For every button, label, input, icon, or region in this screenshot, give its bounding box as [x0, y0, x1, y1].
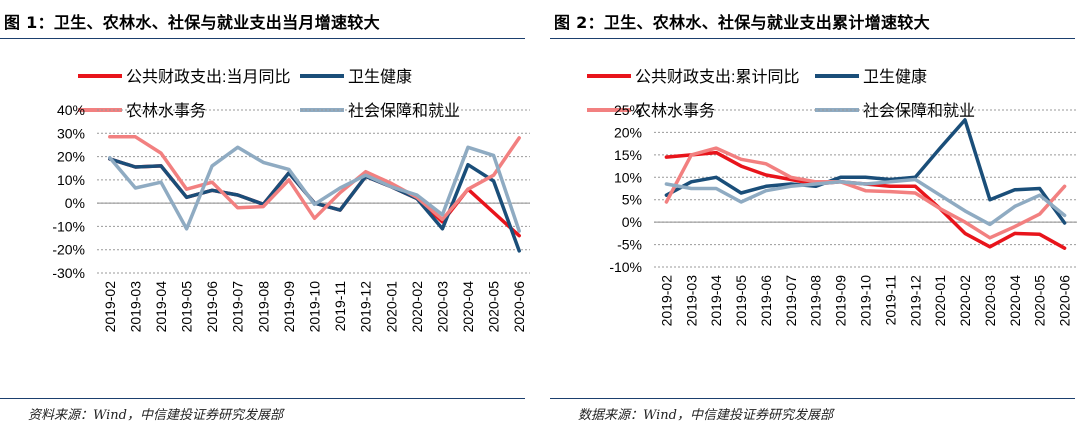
series-line — [664, 146, 1067, 240]
x-tick-label: 2019-12 — [358, 281, 374, 333]
y-tick-label: -30% — [52, 265, 85, 281]
x-tick-label: 2020-05 — [486, 281, 502, 333]
x-tick-label: 2019-11 — [332, 281, 348, 332]
legend-label: 公共财政支出:当月同比 — [126, 68, 290, 86]
series-line — [108, 135, 521, 222]
figure-1-panel: 图 1：卫生、农林水、社保与就业支出当月增速较大 公共财政支出:当月同比 卫生健康… — [0, 0, 530, 440]
legend-label: 农林水事务 — [126, 102, 206, 120]
x-tick-label: 2019-02 — [102, 281, 118, 333]
x-tick-label: 2020-04 — [460, 281, 476, 333]
figure-1-bottom-rule — [0, 398, 525, 399]
x-axis-ticks: 2019-02 2019-03 2019-04 2019-05 2019-06 2019-… — [658, 275, 1072, 327]
figure-1-title: 图 1：卫生、农林水、社保与就业支出当月增速较大 — [4, 13, 380, 32]
y-tick-label: -10% — [609, 259, 642, 275]
legend-item: 公共财政支出:当月同比 — [78, 68, 290, 86]
series-line — [664, 177, 1067, 227]
y-tick-label: -5% — [617, 237, 642, 253]
x-tick-label: 2020-03 — [982, 275, 998, 327]
legend-item: 农林水事务 — [78, 102, 206, 120]
x-tick-label: 2020-06 — [511, 281, 527, 333]
x-tick-label: 2019-04 — [708, 275, 724, 327]
x-tick-label: 2019-07 — [230, 281, 246, 333]
figure-1-source: 资料来源：Wind，中信建投证券研究发展部 — [28, 408, 283, 423]
x-tick-label: 2019-05 — [733, 275, 749, 327]
y-tick-label: -20% — [52, 242, 85, 258]
x-tick-label: 2020-03 — [434, 281, 450, 333]
y-tick-label: -10% — [52, 218, 85, 234]
x-tick-label: 2020-02 — [409, 281, 425, 333]
x-tick-label: 2019-12 — [907, 275, 923, 327]
x-tick-label: 2019-05 — [179, 281, 195, 333]
figure-2-panel: 图 2：卫生、农林水、社保与就业支出累计增速较大 公共财政支出:累计同比 卫生健康… — [550, 0, 1080, 440]
y-tick-label: 10% — [57, 172, 85, 188]
x-tick-label: 2019-09 — [281, 281, 297, 333]
y-axis-ticks: 25% 20% 15% 10% 5% 0% -5% -10% — [609, 102, 642, 275]
figure-1-title-rule — [0, 38, 525, 39]
figure-2-title: 图 2：卫生、农林水、社保与就业支出累计增速较大 — [554, 13, 930, 32]
legend-label: 公共财政支出:累计同比 — [635, 68, 799, 86]
x-tick-label: 2019-03 — [127, 281, 143, 333]
legend-label: 农林水事务 — [635, 102, 715, 120]
x-tick-label: 2020-02 — [957, 275, 973, 327]
x-axis-ticks: 2019-02 2019-03 2019-04 2019-05 2019-06 2019-… — [102, 281, 527, 333]
legend-label: 社会保障和就业 — [348, 102, 460, 120]
legend-label: 卫生健康 — [863, 68, 927, 86]
legend-label: 社会保障和就业 — [863, 102, 975, 120]
x-tick-label: 2019-08 — [255, 281, 271, 333]
legend-item: 卫生健康 — [815, 68, 927, 86]
series-lines — [664, 118, 1067, 250]
legend-item: 社会保障和就业 — [300, 102, 460, 120]
y-tick-label: 40% — [57, 102, 85, 118]
figure-2-source: 数据来源：Wind，中信建投证券研究发展部 — [578, 408, 833, 423]
x-tick-label: 2020-01 — [383, 281, 399, 333]
x-tick-label: 2020-04 — [1007, 275, 1023, 327]
y-tick-label: 15% — [614, 147, 642, 163]
y-tick-label: 25% — [614, 102, 642, 118]
figure-2-bottom-rule — [550, 398, 1075, 399]
legend-item: 社会保障和就业 — [815, 102, 975, 120]
x-tick-label: 2019-04 — [153, 281, 169, 333]
x-tick-label: 2019-03 — [683, 275, 699, 327]
y-tick-label: 5% — [622, 192, 642, 208]
x-tick-label: 2020-06 — [1057, 275, 1073, 327]
legend-item: 公共财政支出:累计同比 — [587, 68, 799, 86]
y-tick-label: 0% — [65, 195, 85, 211]
series-line — [108, 145, 521, 233]
x-tick-label: 2019-11 — [882, 275, 898, 326]
x-tick-label: 2020-01 — [932, 275, 948, 327]
figure-2-title-rule — [550, 38, 1075, 39]
x-tick-label: 2019-10 — [858, 275, 874, 327]
x-tick-label: 2019-06 — [204, 281, 220, 333]
x-tick-label: 2019-06 — [758, 275, 774, 327]
legend-item: 卫生健康 — [300, 68, 412, 86]
series-line — [664, 118, 1067, 225]
gridlines — [97, 109, 530, 274]
legend-label: 卫生健康 — [348, 68, 412, 86]
y-axis-ticks: 40% 30% 20% 10% 0% -10% -20% -30% — [52, 102, 85, 281]
y-tick-label: 30% — [57, 125, 85, 141]
x-tick-label: 2019-02 — [658, 275, 674, 327]
series-lines — [108, 135, 521, 253]
y-tick-label: 10% — [614, 169, 642, 185]
x-tick-label: 2019-10 — [307, 281, 323, 333]
x-tick-label: 2019-09 — [833, 275, 849, 327]
x-tick-label: 2020-05 — [1032, 275, 1048, 327]
x-tick-label: 2019-08 — [808, 275, 824, 327]
y-tick-label: 20% — [614, 124, 642, 140]
x-tick-label: 2019-07 — [783, 275, 799, 327]
series-line — [664, 150, 1067, 250]
y-tick-label: 20% — [57, 149, 85, 165]
legend-item: 农林水事务 — [587, 102, 715, 120]
y-tick-label: 0% — [622, 214, 642, 230]
